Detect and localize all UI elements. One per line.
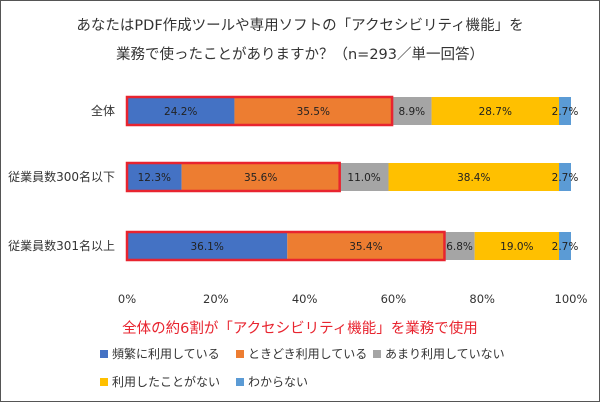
data-label: 2.7% [552,172,579,184]
legend-label: 利用したことがない [112,375,221,389]
legend-swatch [236,349,244,358]
category-label: 従業員数300名以下 [8,169,115,184]
legend-item-unknown: わからない [236,373,308,390]
data-label: 35.6% [244,172,277,184]
x-tick-label: 0% [118,292,136,306]
data-label: 35.5% [297,106,330,118]
bar-segment [234,97,393,125]
legend-swatch [100,349,108,358]
highlight-box [125,230,446,262]
data-label: 36.1% [190,241,223,253]
highlight-box [125,95,394,127]
legend-item-never: 利用したことがない [100,373,220,390]
highlight-caption: 全体の約6割が「アクセシビリティ機能」を業務で使用 [122,321,478,337]
bar-segment [127,232,288,260]
data-label: 28.7% [479,106,512,118]
data-label: 12.3% [138,172,171,184]
data-label: 6.8% [446,241,473,253]
data-label: 38.4% [457,172,490,184]
bar-segment [388,163,560,191]
bar-segment [559,232,571,260]
bar-segment [392,97,432,125]
bar-segment [339,163,389,191]
legend-item-rarely: あまり利用していない [373,345,505,362]
bar-segment [474,232,560,260]
legend-label: 頻繁に利用している [112,347,220,361]
x-tick-label: 20% [203,292,229,306]
data-label: 2.7% [552,106,579,118]
legend-label: わからない [248,375,309,389]
data-label: 2.7% [552,241,579,253]
data-label: 19.0% [500,241,533,253]
bar-segment [559,97,571,125]
x-tick-label: 80% [469,292,495,306]
legend-label: あまり利用していない [385,347,505,361]
bar-segment [444,232,475,260]
category-label: 全体 [91,103,115,118]
bar-segment [127,97,235,125]
highlight-box [125,161,341,193]
bar-segment [287,232,445,260]
legend-item-sometimes: ときどき利用している [236,345,367,362]
data-label: 24.2% [164,106,197,118]
legend-swatch [100,377,108,386]
category-label: 従業員数301名以上 [8,238,115,253]
legend-label: ときどき利用している [248,347,368,361]
chart-title-line1: あなたはPDF作成ツールや専用ソフトの「アクセシビリティ機能」を [76,18,524,34]
x-tick-label: 60% [381,292,407,306]
legend-swatch [373,349,381,358]
bar-segment [181,163,340,191]
data-label: 35.4% [349,241,382,253]
data-label: 11.0% [347,172,380,184]
bar-segment [127,163,182,191]
legend-swatch [236,377,244,386]
x-tick-label: 100% [555,292,588,306]
legend-item-frequent: 頻繁に利用している [100,345,220,362]
chart-title-line2: 業務で使ったことがありますか？（n=293／単一回答） [115,47,484,63]
bar-segment [431,97,560,125]
bar-segment [559,163,571,191]
x-tick-label: 40% [292,292,318,306]
data-label: 8.9% [398,106,425,118]
